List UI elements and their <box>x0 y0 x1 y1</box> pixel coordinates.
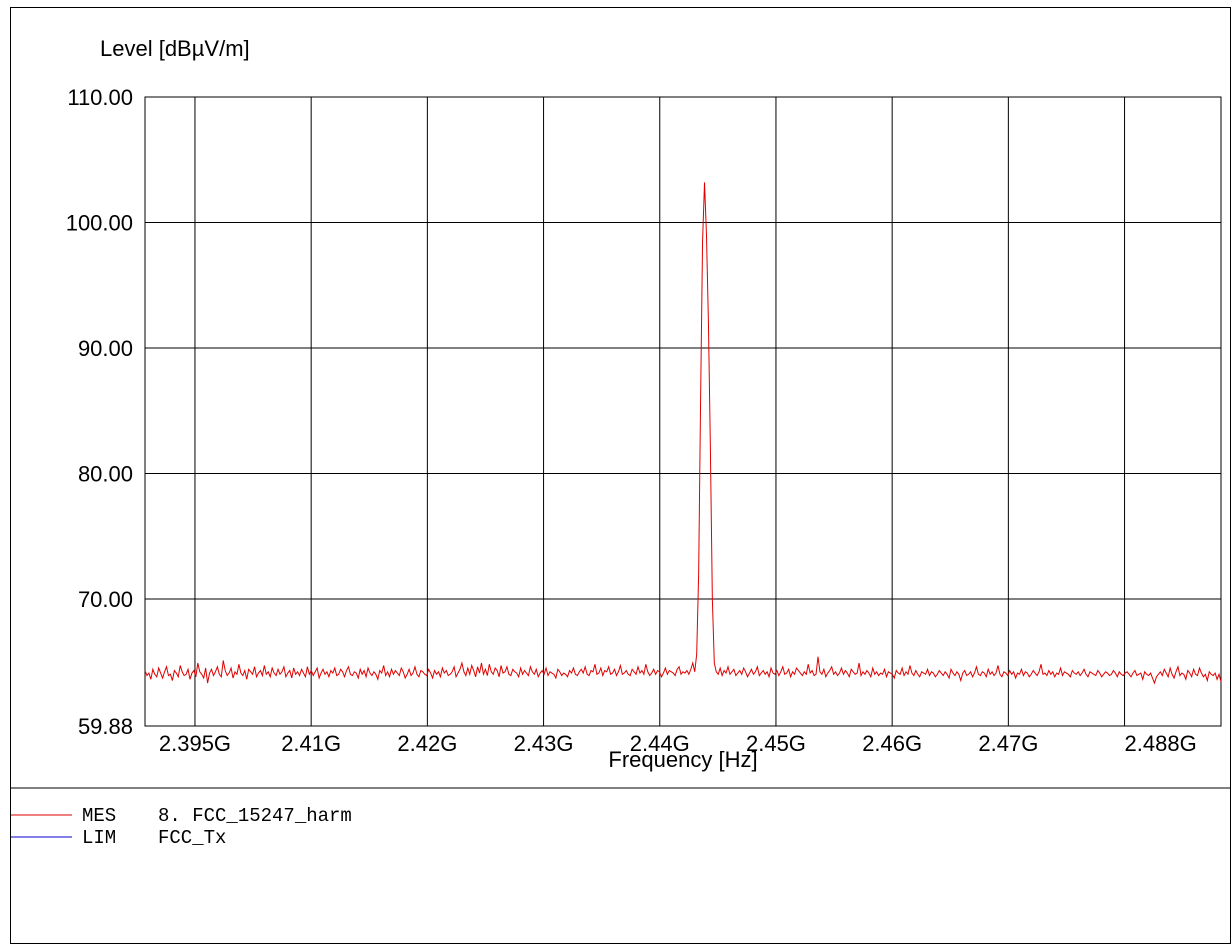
y-tick-label: 70.00 <box>78 587 133 612</box>
x-axis-title: Frequency [Hz] <box>608 747 757 772</box>
chart-frame <box>10 7 1231 944</box>
y-tick-label: 100.00 <box>66 210 133 235</box>
plot-area <box>144 96 1222 727</box>
legend-tag-lim: LIM <box>82 827 116 849</box>
y-tick-label: 110.00 <box>67 85 133 110</box>
x-tick-label: 2.488G <box>1125 731 1197 756</box>
legend: MES 8. FCC_15247_harm LIM FCC_Tx <box>11 805 352 849</box>
x-tick-label: 2.41G <box>281 731 341 756</box>
legend-label-mes: 8. FCC_15247_harm <box>158 805 352 827</box>
y-tick-label: 90.00 <box>78 336 133 361</box>
y-tick-label: 59.88 <box>78 714 133 739</box>
series-line-0 <box>144 182 1222 685</box>
x-axis: 2.395G 2.41G 2.42G 2.43G 2.44G 2.45G 2.46G 2.47… <box>159 731 1197 756</box>
x-tick-label: 2.44G <box>630 731 690 756</box>
x-tick-label: 2.42G <box>397 731 457 756</box>
x-tick-label: 2.43G <box>514 731 574 756</box>
series-layer <box>144 182 1222 685</box>
plot-border <box>144 96 1222 727</box>
x-tick-label: 2.46G <box>862 731 922 756</box>
x-tick-label: 2.47G <box>978 731 1038 756</box>
legend-label-lim: FCC_Tx <box>158 827 226 849</box>
legend-tag-mes: MES <box>82 805 116 827</box>
y-axis: 110.00 100.00 90.00 80.00 70.00 59.88 <box>66 85 133 739</box>
x-tick-label: 2.45G <box>746 731 806 756</box>
legend-item-mes: MES 8. FCC_15247_harm <box>11 805 352 827</box>
y-tick-label: 80.00 <box>78 461 133 486</box>
x-tick-label: 2.395G <box>159 731 231 756</box>
grid <box>145 96 1221 727</box>
y-axis-title: Level [dBµV/m] <box>100 36 250 61</box>
legend-item-lim: LIM FCC_Tx <box>11 827 226 849</box>
